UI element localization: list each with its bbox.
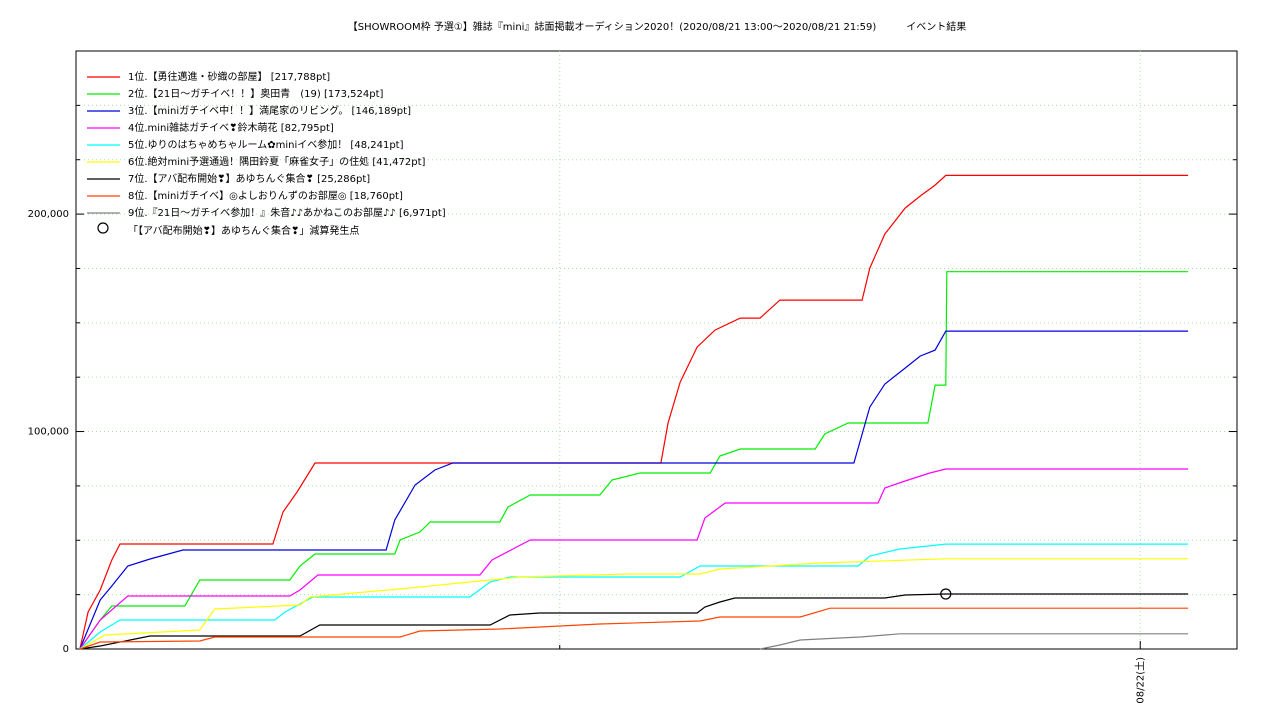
series-line [79, 330, 1189, 650]
y-tick-label: 100,000 [28, 427, 69, 438]
legend-label: 3位.【miniガチイベ中！！】満尾家のリビング。 [146,189pt] [128, 104, 411, 117]
legend-label: 9位.『21日〜ガチイベ参加！』朱音♪♪あかねこのお部屋♪♪ [6,971pt] [128, 206, 446, 219]
series-line [79, 607, 1189, 650]
series-line [79, 271, 1189, 650]
legend-label: 7位.【アバ配布開始❣】あゆちんぐ集合❣ [25,286pt] [128, 172, 370, 185]
legend-label: 1位.【勇往邁進・砂織の部屋】 [217,788pt] [128, 70, 330, 83]
legend-label: 6位.絶対mini予選通過！隅田鈴夏「麻雀女子」の住処 [41,472pt] [128, 155, 426, 168]
legend-swatch [97, 222, 109, 234]
legend-label: 「【アバ配布開始❣】あゆちんぐ集合❣」減算発生点 [128, 224, 359, 237]
plot-frame [75, 50, 1238, 650]
marker [940, 588, 952, 600]
series-line [79, 593, 1189, 650]
y-tick-label: 0 [63, 644, 69, 655]
y-tick-label: 200,000 [28, 209, 69, 220]
x-tick-label: 08/22(土) [1133, 657, 1146, 704]
legend-label: 4位.mini雑誌ガチイベ❣鈴木萌花 [82,795pt] [128, 121, 334, 134]
series-line [79, 558, 1189, 650]
chart-title: 【SHOWROOM枠 予選①】雑誌『mini』誌面掲載オーディション2020！(… [348, 20, 967, 33]
series-line [79, 174, 1189, 650]
series-line [759, 633, 1189, 650]
legend-label: 5位.ゆりのはちゃめちゃルーム✿miniイベ参加！ [48,241pt] [128, 138, 404, 151]
legend-label: 2位.【21日〜ガチイベ！！】奥田青 (19) [173,524pt] [128, 87, 383, 100]
series-line [79, 468, 1189, 650]
legend-label: 8位.【miniガチイベ】◎よしおりんずのお部屋◎ [18,760pt] [128, 189, 403, 202]
